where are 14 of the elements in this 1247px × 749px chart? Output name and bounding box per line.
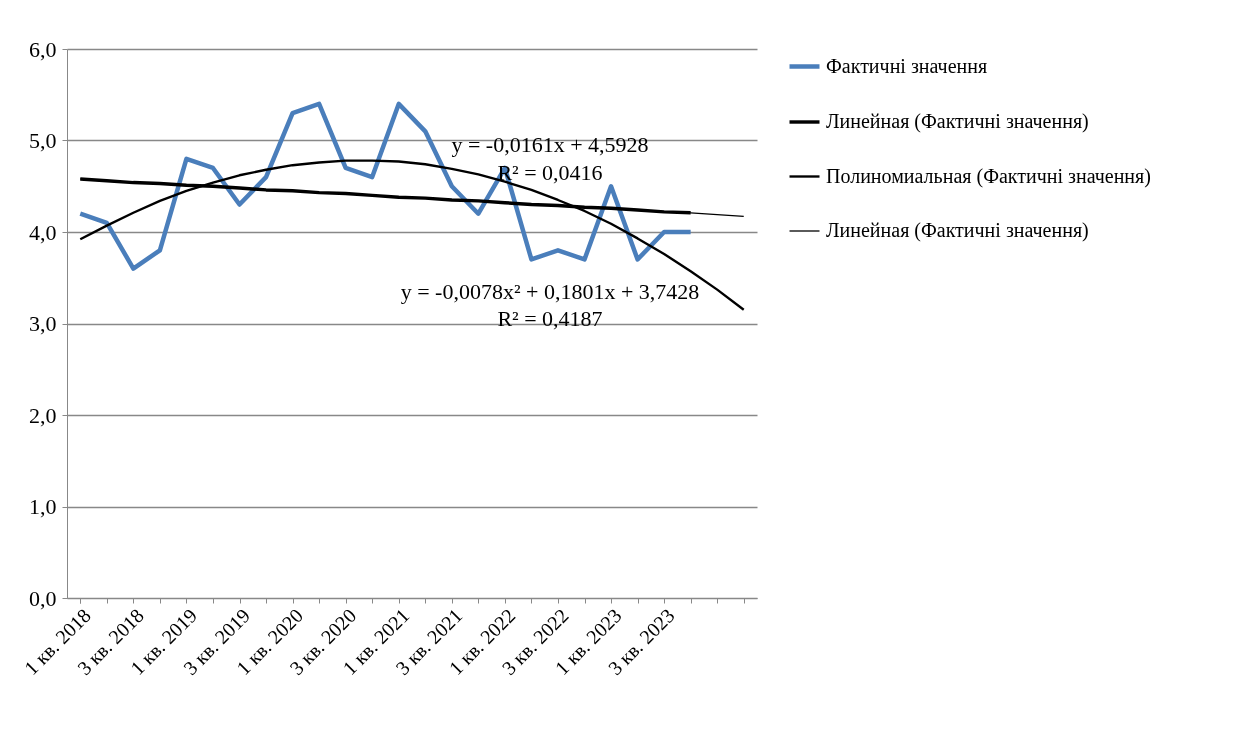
annotation: R² = 0,4187	[497, 306, 603, 332]
y-tick-label: 0,0	[29, 585, 57, 611]
annotation: y = -0,0078x² + 0,1801x + 3,7428	[400, 279, 700, 305]
y-tick-label: 2,0	[29, 402, 57, 428]
y-tick-label: 1,0	[29, 494, 57, 519]
annotation: y = -0,0161x + 4,5928	[451, 132, 649, 158]
legend-label: Фактичні значення	[826, 54, 988, 77]
legend-label: Линейная (Фактичні значення)	[826, 219, 1089, 242]
legend-label: Линейная (Фактичні значення)	[826, 110, 1089, 133]
y-tick-label: 6,0	[29, 36, 57, 62]
y-tick-label: 3,0	[29, 311, 57, 336]
y-tick-label: 5,0	[29, 128, 57, 153]
legend-label: Полиномиальная (Фактичні значення)	[826, 164, 1151, 188]
y-tick-label: 4,0	[29, 219, 57, 245]
